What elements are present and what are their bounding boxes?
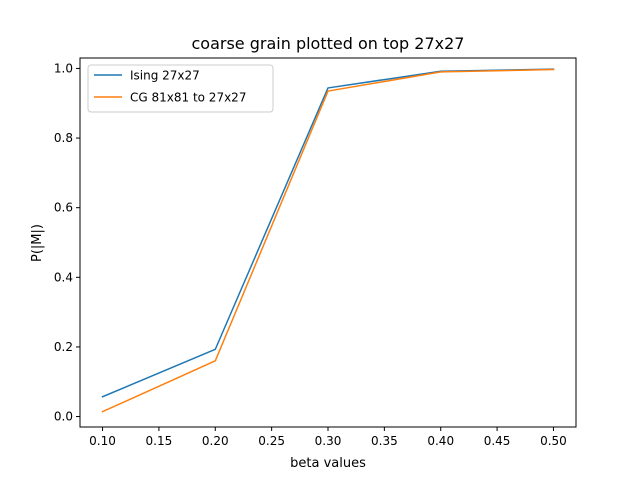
y-tick-label: 1.0 — [54, 61, 73, 75]
legend-label-1: Ising 27x27 — [130, 69, 200, 83]
y-axis-ticks: 0.0 0.2 0.4 0.6 0.8 1.0 — [54, 61, 80, 424]
legend: Ising 27x27 CG 81x81 to 27x27 — [87, 64, 274, 113]
x-tick-label: 0.40 — [427, 434, 454, 448]
y-tick-label: 0.8 — [54, 131, 73, 145]
series-lines — [101, 68, 555, 413]
x-axis-label: beta values — [290, 456, 366, 471]
y-tick-label: 0.6 — [54, 201, 73, 215]
x-tick-label: 0.15 — [146, 434, 173, 448]
legend-box — [87, 64, 274, 113]
series-line-2 — [101, 68, 555, 413]
x-tick-label: 0.45 — [484, 434, 511, 448]
chart-title: coarse grain plotted on top 27x27 — [192, 34, 465, 53]
legend-label-2: CG 81x81 to 27x27 — [130, 91, 246, 105]
x-tick-label: 0.10 — [89, 434, 116, 448]
x-tick-label: 0.20 — [202, 434, 229, 448]
plot-frame — [79, 57, 577, 428]
x-axis-ticks: 0.10 0.15 0.20 0.25 0.30 0.35 0.40 0.45 0.50 — [89, 427, 567, 448]
x-tick-label: 0.35 — [371, 434, 398, 448]
plot-area — [80, 58, 576, 427]
y-tick-label: 0.2 — [54, 340, 73, 354]
y-tick-label: 0.4 — [54, 270, 73, 284]
y-tick-label: 0.0 — [54, 410, 73, 424]
x-tick-label: 0.25 — [258, 434, 285, 448]
y-axis-label: P(|M|) — [30, 224, 45, 262]
x-tick-label: 0.30 — [315, 434, 342, 448]
x-tick-label: 0.50 — [540, 434, 567, 448]
